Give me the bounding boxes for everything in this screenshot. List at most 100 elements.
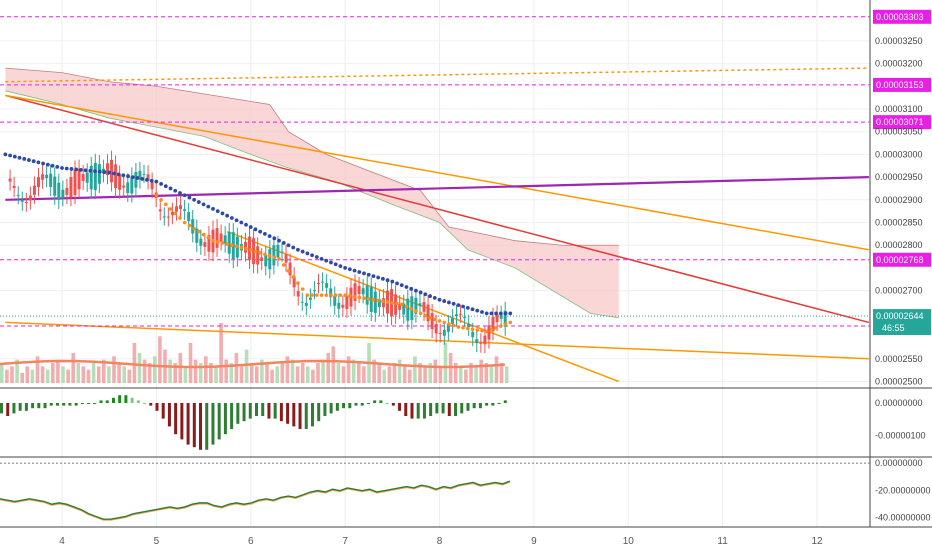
candle-body [207, 235, 211, 252]
volume-bar [479, 359, 483, 383]
candle-body [85, 172, 89, 183]
trendline-red-downtrend[interactable] [5, 94, 870, 324]
blue-ma-dot [229, 216, 234, 220]
blue-ma-dot [475, 308, 480, 313]
macd-histogram-bar [323, 403, 327, 416]
countdown-label: 46:55 [882, 323, 905, 333]
candle-body [361, 288, 365, 295]
volume-bar [193, 359, 198, 383]
candle-body [49, 173, 53, 187]
blue-ma-dot [36, 160, 41, 165]
candle-body [268, 249, 272, 270]
volume-bar [153, 356, 157, 383]
volume-bar [30, 369, 35, 383]
orange-ma-dot [362, 296, 366, 301]
macd-histogram-bar [503, 400, 507, 403]
volume-bar [198, 363, 203, 383]
orange-ma-dot [428, 316, 432, 320]
blue-ma-dot [239, 220, 244, 225]
orange-ma-dot [324, 293, 329, 297]
volume-bar [499, 363, 504, 383]
candle-body [118, 174, 122, 190]
blue-ma-dot [27, 158, 31, 162]
orange-ma-dot [239, 245, 244, 250]
candle-body [89, 165, 93, 190]
horizontal-levels[interactable]: 0.00003303 0.00003153 0.00003071 0.00002768… [0, 9, 931, 336]
oscillator-line [0, 480, 511, 520]
trendline-orange-lower[interactable] [5, 321, 869, 360]
candle-body [398, 304, 402, 310]
blue-ma-dot [300, 249, 305, 254]
orange-ma-dot [437, 319, 442, 323]
orange-ma-dot [277, 257, 281, 261]
volume-bar [91, 363, 96, 383]
candle-body [81, 174, 85, 181]
macd-histogram-bar [497, 403, 501, 404]
blue-ma-dot [489, 311, 494, 316]
candle-body [450, 318, 454, 324]
trendline-purple-support[interactable] [5, 176, 869, 201]
candle-body [53, 176, 57, 196]
macd-histogram-bar [360, 403, 364, 406]
orange-ma-dot [489, 327, 494, 332]
candle-body [471, 331, 475, 338]
macd-histogram-bar [136, 400, 140, 403]
blue-ma-dot [399, 283, 404, 288]
trendline-orange-dashed[interactable] [5, 67, 869, 83]
blue-ma-dot [74, 167, 79, 172]
volume-bar [76, 363, 81, 383]
volume-bars [0, 323, 509, 383]
candle-body [150, 181, 154, 190]
macd-histogram-bar [491, 403, 495, 406]
candle-body [203, 242, 207, 247]
macd-histogram-bar [223, 403, 227, 435]
orange-ma-dot [494, 326, 498, 330]
volume-bar [45, 369, 50, 383]
macd-histogram-bar [130, 397, 134, 403]
candle-body [422, 301, 426, 312]
time-axis-tick-label: 10 [623, 536, 635, 547]
macd-histogram-bar [199, 403, 203, 450]
price-axis[interactable]: 0.00003250 0.00003200 0.00003100 0.00003050… [875, 36, 923, 387]
candle-body [304, 302, 308, 306]
candle-body [215, 228, 219, 248]
blue-ma-dot [305, 251, 310, 256]
blue-ma-dot [456, 303, 461, 308]
volume-bar [290, 359, 295, 383]
time-axis[interactable]: 4 5 6 7 8 9 10 11 12 [59, 536, 823, 547]
candle-body [491, 316, 495, 332]
macd-histogram-bar [62, 403, 66, 406]
macd-histogram-bar [441, 403, 445, 414]
blue-ma-dot [324, 258, 329, 263]
macd-histogram-bar [354, 403, 358, 406]
volume-bar [158, 336, 162, 383]
orange-ma-dot [338, 293, 343, 297]
price-axis-tick-label: 0.00002900 [875, 195, 923, 205]
blue-ma-dot [192, 197, 197, 202]
blue-ma-dot [253, 227, 258, 232]
current-price-tag [873, 309, 931, 336]
candle-body [414, 297, 418, 314]
volume-bar [127, 369, 132, 383]
current-price-label: 0.00002644 [876, 311, 924, 321]
orange-ma-dot [461, 325, 465, 330]
price-axis-tick-label: 0.00002850 [875, 218, 923, 228]
trendline-orange-upper[interactable] [5, 94, 870, 251]
candle-body [227, 231, 231, 254]
blue-ma-dot [145, 177, 149, 182]
candle-body [292, 276, 296, 288]
oscillator-axis-tick-label: -20.00000000 [875, 485, 931, 495]
volume-bar [107, 366, 111, 383]
volume-bar [489, 366, 494, 383]
candle-body [110, 159, 114, 183]
volume-bar [10, 366, 14, 383]
candle-body [73, 169, 77, 196]
macd-histogram-bar [267, 403, 271, 419]
candle-body [377, 299, 381, 308]
orange-ma-dot [234, 244, 239, 249]
candle-body [20, 200, 24, 202]
blue-ma-dot [178, 191, 182, 195]
volume-bar [423, 366, 427, 383]
blue-ma-dot [461, 304, 465, 309]
